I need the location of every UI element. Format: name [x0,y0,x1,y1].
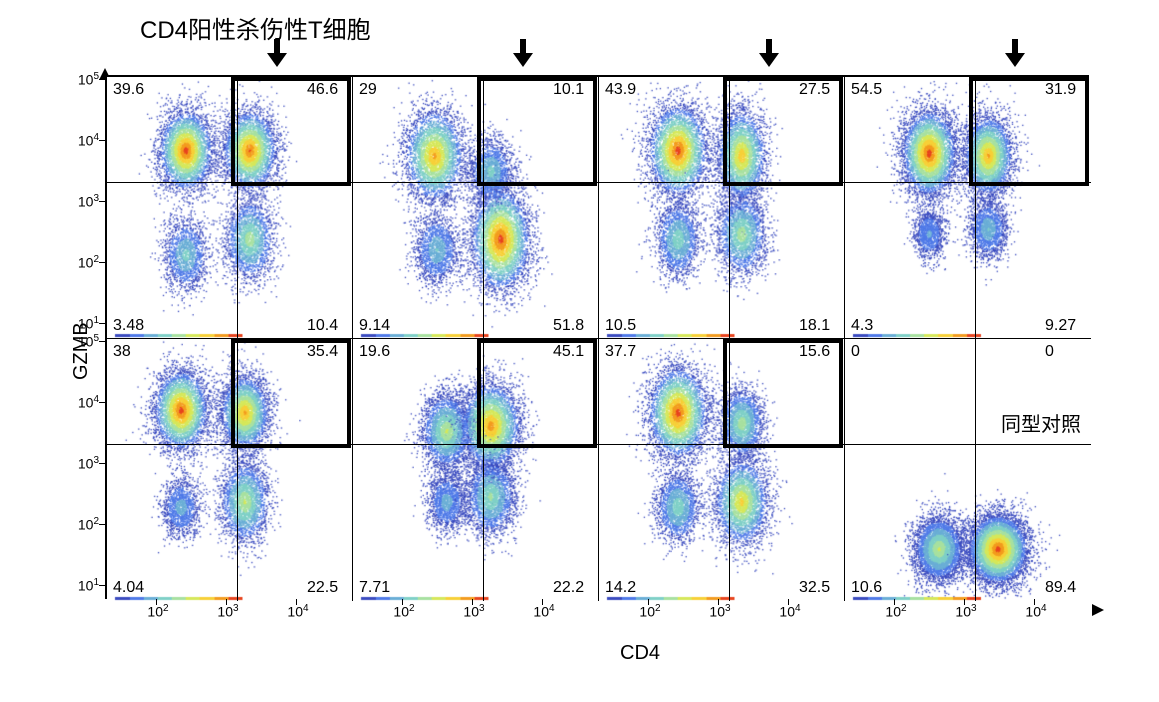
flow-panel-r0-c3: 54.5 31.9 4.3 9.27 [845,77,1091,339]
quad-value-lr: 9.27 [1045,317,1076,335]
header-label: CD4阳性杀伤性T细胞 [140,10,371,45]
quad-value-ul: 19.6 [359,343,390,361]
quadrant-hline [845,444,1091,445]
quad-value-ll: 9.14 [359,317,390,335]
x-tick-label: 104 [770,603,810,620]
panel-grid: 39.6 46.6 3.48 10.4 29 10.1 9.14 51.8 43.9 27.5 10… [105,75,1089,599]
quad-value-lr: 18.1 [799,317,830,335]
quad-value-ur: 35.4 [307,343,338,361]
y-tick-mark [99,140,105,141]
flow-panel-r0-c0: 39.6 46.6 3.48 10.4 [107,77,353,339]
flow-panel-r0-c2: 43.9 27.5 10.5 18.1 [599,77,845,339]
x-tick-label: 103 [700,603,740,620]
x-axis-arrow-icon [1092,604,1104,616]
arrow-down-icon [1005,39,1025,69]
x-tick-label: 102 [630,603,670,620]
y-tick-label: 103 [59,193,99,210]
quad-value-lr: 22.2 [553,579,584,597]
quad-value-ll: 7.71 [359,579,390,597]
y-tick-mark [99,402,105,403]
quad-value-lr: 89.4 [1045,579,1076,597]
x-tick-mark [718,599,719,605]
x-tick-mark [296,599,297,605]
flow-panel-r1-c3: 0 0 10.6 89.4 同型对照 [845,339,1091,601]
quad-value-ul: 0 [851,343,860,361]
x-tick-mark [156,599,157,605]
arrow-down-icon [513,39,533,69]
quad-value-lr: 10.4 [307,317,338,335]
y-tick-label: 101 [59,577,99,594]
y-tick-mark [99,262,105,263]
y-tick-mark [99,79,105,80]
y-tick-mark [99,463,105,464]
quad-value-ll: 3.48 [113,317,144,335]
quad-value-ur: 0 [1045,343,1054,361]
quad-value-ll: 10.5 [605,317,636,335]
x-tick-mark [226,599,227,605]
quad-value-ul: 37.7 [605,343,636,361]
y-tick-mark [99,201,105,202]
x-tick-mark [402,599,403,605]
x-tick-mark [788,599,789,605]
y-tick-label: 105 [59,71,99,88]
quad-value-ul: 39.6 [113,81,144,99]
x-tick-label: 104 [524,603,564,620]
quad-value-ul: 29 [359,81,377,99]
x-tick-mark [1034,599,1035,605]
x-axis-label: CD4 [620,642,660,665]
quad-value-ur: 27.5 [799,81,830,99]
quad-value-ul: 43.9 [605,81,636,99]
y-tick-label: 102 [59,254,99,271]
quad-value-ll: 14.2 [605,579,636,597]
x-tick-label: 103 [454,603,494,620]
quad-value-lr: 32.5 [799,579,830,597]
y-tick-label: 104 [59,132,99,149]
flow-cytometry-figure: CD4阳性杀伤性T细胞 GZMB CD4 39.646.63.4810.4291… [60,10,1120,670]
quad-value-ul: 38 [113,343,131,361]
x-tick-mark [472,599,473,605]
y-tick-mark [99,323,105,324]
x-tick-label: 103 [208,603,248,620]
flow-panel-r1-c2: 37.7 15.6 14.2 32.5 [599,339,845,601]
density-plot [845,339,1091,601]
isotype-control-label: 同型对照 [1001,408,1081,437]
y-tick-mark [99,585,105,586]
quad-value-ur: 46.6 [307,81,338,99]
y-tick-label: 104 [59,394,99,411]
quad-value-ur: 10.1 [553,81,584,99]
x-tick-mark [964,599,965,605]
flow-panel-r0-c1: 29 10.1 9.14 51.8 [353,77,599,339]
flow-panel-r1-c0: 38 35.4 4.04 22.5 [107,339,353,601]
x-tick-mark [648,599,649,605]
y-tick-label: 102 [59,516,99,533]
quad-value-ur: 45.1 [553,343,584,361]
x-tick-label: 102 [876,603,916,620]
y-tick-label: 101 [59,315,99,332]
flow-panel-r1-c1: 19.6 45.1 7.71 22.2 [353,339,599,601]
x-tick-label: 104 [1016,603,1056,620]
x-tick-label: 104 [278,603,318,620]
arrow-down-icon [759,39,779,69]
quad-value-ll: 4.04 [113,579,144,597]
quad-value-ur: 31.9 [1045,81,1076,99]
y-tick-label: 103 [59,455,99,472]
arrow-down-icon [267,39,287,69]
y-tick-label: 105 [59,333,99,350]
quad-value-lr: 22.5 [307,579,338,597]
x-tick-mark [894,599,895,605]
quad-value-lr: 51.8 [553,317,584,335]
y-tick-mark [99,341,105,342]
quad-value-ll: 10.6 [851,579,882,597]
x-tick-label: 102 [138,603,178,620]
quad-value-ll: 4.3 [851,317,873,335]
x-tick-mark [542,599,543,605]
y-tick-mark [99,524,105,525]
quadrant-vline [975,339,976,601]
x-tick-label: 103 [946,603,986,620]
quad-value-ur: 15.6 [799,343,830,361]
quad-value-ul: 54.5 [851,81,882,99]
x-tick-label: 102 [384,603,424,620]
